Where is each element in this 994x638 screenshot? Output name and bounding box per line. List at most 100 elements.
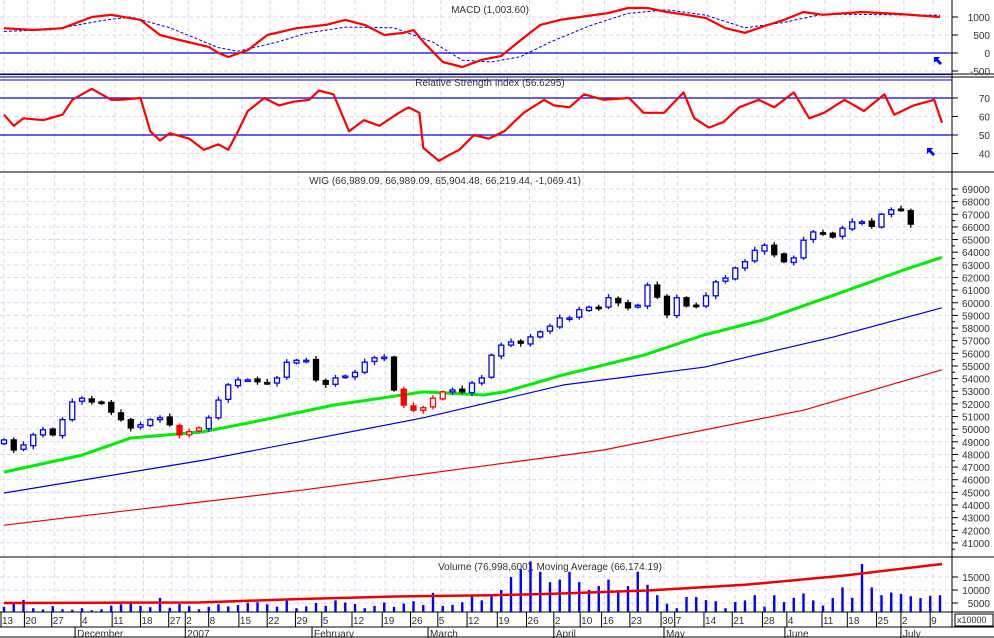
volume-bar [51, 606, 54, 612]
x-day-label: 27 [170, 616, 182, 627]
candle-body [20, 444, 27, 450]
candle-body [78, 397, 86, 402]
price-tick-label: 64000 [962, 248, 990, 259]
volume-bar [597, 586, 600, 612]
candle-body [293, 359, 300, 364]
price-tick-label: 46000 [962, 476, 990, 487]
volume-bar [412, 601, 415, 612]
price-tick-label: 47000 [962, 463, 990, 474]
volume-bar [607, 579, 610, 612]
volume-bar [899, 593, 903, 612]
macd-arrow-icon[interactable] [934, 57, 942, 65]
candle-body [693, 304, 700, 308]
volume-bar [90, 610, 93, 612]
candle-body [351, 371, 359, 378]
volume-bar [587, 590, 591, 612]
candle-body [371, 357, 378, 363]
candle-body [88, 398, 95, 403]
candle-body [907, 209, 914, 225]
volume-bar [168, 607, 171, 612]
volume-bar [334, 600, 337, 612]
volume-bar [402, 603, 405, 612]
volume-bar [870, 587, 873, 612]
candle-body [683, 297, 690, 307]
volume-bar [470, 596, 474, 612]
candle-body [546, 325, 554, 332]
candle-body [10, 439, 17, 451]
volume-bar [929, 595, 932, 612]
volume-bar [938, 595, 942, 612]
volume-bar [890, 592, 893, 612]
volume-bar [548, 582, 552, 612]
candle-body [819, 232, 827, 235]
candle-body [49, 428, 56, 436]
volume-bar [392, 606, 396, 612]
candle-body [576, 309, 583, 318]
volume-bar [685, 597, 688, 612]
volume-bar [373, 605, 376, 612]
candle-body [59, 419, 66, 437]
candle-body [634, 304, 641, 308]
candle-body [449, 389, 456, 393]
volume-bar [431, 592, 435, 612]
candle-body [605, 297, 612, 308]
volume-bar [626, 586, 630, 612]
candle-body [615, 297, 622, 304]
volume-bar [529, 561, 532, 612]
candle-body [381, 356, 388, 360]
x-month-label: May [666, 629, 685, 638]
price-tick-label: 65000 [962, 236, 990, 247]
candle-body [790, 257, 797, 264]
volume-bar [266, 604, 269, 612]
volume-bar [71, 609, 74, 612]
candle-body [537, 331, 544, 338]
candle-body [488, 354, 495, 378]
volume-bar [617, 592, 620, 612]
volume-bar [773, 595, 776, 612]
rsi-tick-label: 60 [979, 113, 991, 124]
volume-bar [490, 596, 493, 612]
candle-body [439, 391, 446, 400]
x-day-label: 4 [82, 616, 88, 627]
rsi-arrow-icon[interactable] [927, 148, 935, 156]
price-tick-label: 42000 [962, 526, 990, 537]
volume-bar [22, 599, 25, 612]
candle-body [566, 317, 573, 321]
x-day-label: 11 [113, 616, 124, 627]
price-tick-label: 52000 [962, 400, 990, 411]
volume-bar [32, 608, 35, 612]
volume-bar [480, 600, 483, 612]
volume-bar [792, 597, 795, 612]
x-day-label: 13 [2, 616, 14, 627]
axes: 13 20 27 4 11 18 27 2 8 15 22 29 5 12 19 26 5 12 19 26 2 10 16… [0, 13, 991, 638]
candle-body [761, 244, 768, 252]
candle-body [468, 382, 476, 394]
volume-bar [753, 595, 756, 612]
grid [0, 0, 952, 612]
candle-body [771, 244, 778, 256]
volume-bar [246, 602, 249, 612]
volume-bar [743, 600, 747, 612]
price-tick-label: 69000 [962, 185, 990, 196]
volume-bar [324, 605, 327, 612]
rsi-line [3, 87, 944, 162]
volume-bar [2, 606, 6, 612]
price-tick-label: 43000 [962, 514, 990, 525]
candle-body [839, 227, 846, 237]
price-tick-label: 58000 [962, 324, 990, 335]
candle-body [878, 213, 885, 228]
chart-marks [0, 6, 952, 612]
x-day-label: 18 [141, 616, 153, 627]
x-day-label: 15 [240, 616, 252, 627]
x-day-label: 19 [498, 616, 510, 627]
candle-body [858, 221, 866, 225]
volume-bar [841, 587, 844, 612]
volume-bar [675, 608, 678, 612]
volume-bar [451, 604, 454, 612]
volume-bar [578, 582, 581, 612]
macd-title: MACD (1,003.60) [451, 5, 529, 16]
price-tick-label: 61000 [962, 286, 990, 297]
candle-body [254, 378, 261, 383]
x-day-label: 29 [296, 616, 308, 627]
